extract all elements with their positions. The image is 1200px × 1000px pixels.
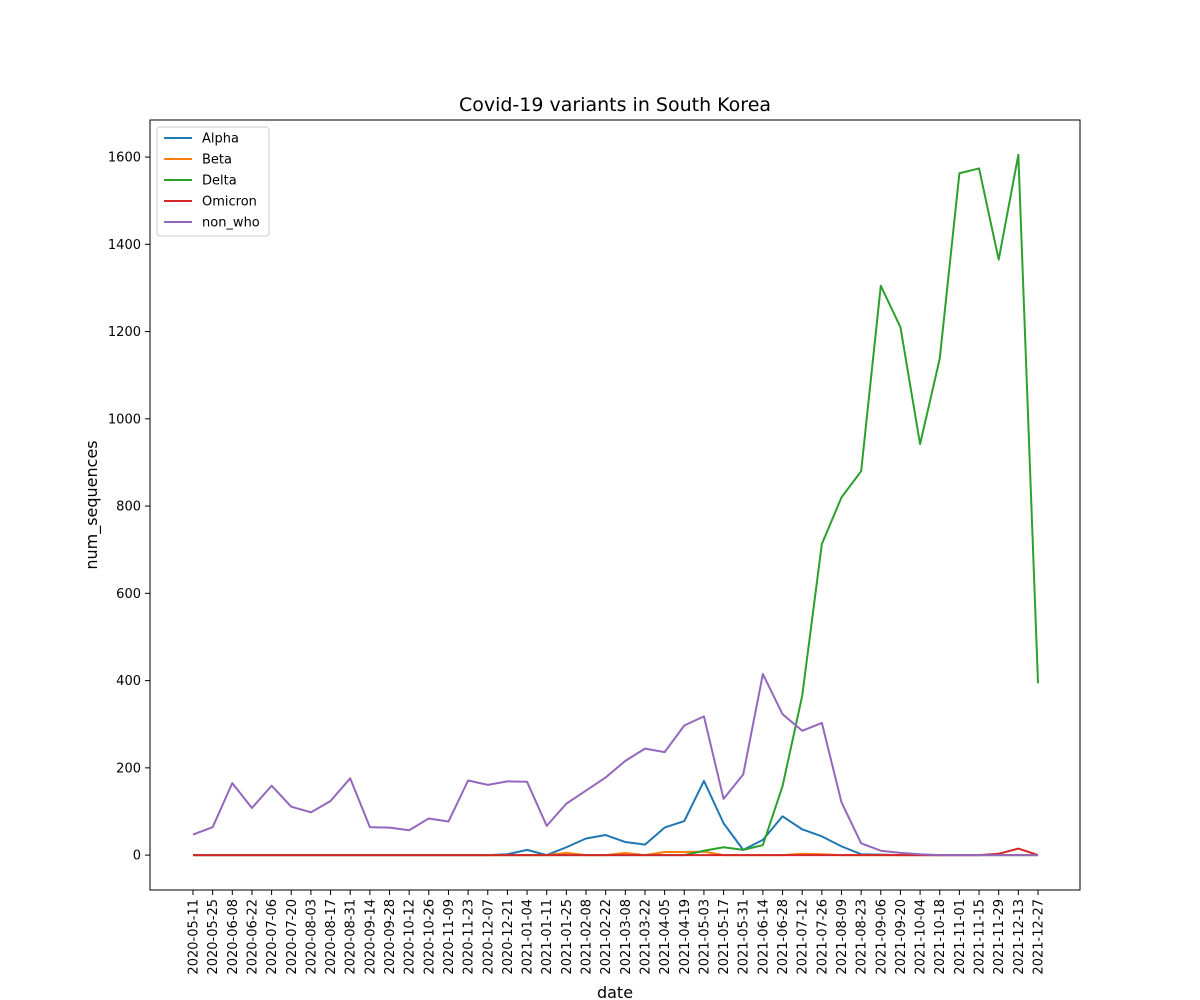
x-tick-label: 2020-05-11 <box>187 899 202 975</box>
x-tick-label: 2021-10-04 <box>914 899 929 975</box>
y-axis-label: num_sequences <box>82 440 102 569</box>
x-tick-label: 2021-12-13 <box>1012 899 1027 975</box>
x-tick-label: 2021-02-22 <box>599 899 614 975</box>
legend-item: Alpha <box>164 132 239 147</box>
legend-item: Delta <box>164 174 237 189</box>
x-tick-label: 2021-02-08 <box>580 899 595 975</box>
legend-label: Alpha <box>202 132 239 147</box>
x-tick-label: 2020-08-03 <box>304 899 319 975</box>
legend: Alpha Beta Delta Omicron non_who <box>156 126 270 237</box>
legend-box <box>156 126 270 237</box>
x-tick-label: 2021-03-22 <box>638 899 653 975</box>
x-tick-label: 2020-10-26 <box>422 899 437 975</box>
x-tick-label: 2020-11-23 <box>462 899 477 975</box>
x-tick-label: 2021-04-19 <box>678 899 693 975</box>
x-tick-label: 2021-01-11 <box>540 899 555 975</box>
y-tick-label: 1400 <box>108 238 141 253</box>
x-axis: 2020-05-11 2020-05-25 2020-06-08 2020-06-22… <box>187 890 1047 975</box>
legend-item: Beta <box>164 153 232 168</box>
legend-label: Beta <box>202 153 232 168</box>
x-tick-label: 2020-06-08 <box>226 899 241 975</box>
x-tick-label: 2021-07-12 <box>796 899 811 975</box>
x-tick-label: 2020-08-31 <box>344 899 359 975</box>
series-line <box>193 847 1039 857</box>
x-tick-label: 2020-12-21 <box>501 899 516 975</box>
x-tick-label: 2021-07-26 <box>815 899 830 975</box>
x-tick-label: 2021-11-15 <box>973 899 988 975</box>
x-tick-label: 2021-04-05 <box>658 899 673 975</box>
series-line <box>192 673 1038 857</box>
x-tick-label: 2021-09-20 <box>894 899 909 975</box>
y-tick-label: 1000 <box>108 412 141 427</box>
legend-label: Delta <box>202 174 237 189</box>
x-tick-label: 2021-11-29 <box>992 899 1007 975</box>
x-tick-label: 2020-09-28 <box>383 899 398 975</box>
y-tick-label: 1200 <box>108 325 141 340</box>
x-tick-label: 2021-06-28 <box>776 899 791 975</box>
y-tick-label: 0 <box>133 849 141 864</box>
legend-item: non_who <box>164 216 260 231</box>
legend-label: Omicron <box>202 195 257 210</box>
x-tick-label: 2021-05-31 <box>737 899 752 975</box>
series-omicron <box>192 847 1039 857</box>
plot-area <box>149 119 1081 891</box>
y-tick-label: 400 <box>116 674 141 689</box>
x-tick-label: 2020-11-09 <box>442 899 457 975</box>
series-lines <box>192 153 1039 857</box>
x-tick-label: 2021-12-27 <box>1032 899 1047 975</box>
x-tick-label: 2021-05-03 <box>697 899 712 975</box>
series-non-who <box>192 673 1039 857</box>
y-tick-label: 600 <box>116 587 141 602</box>
x-tick-label: 2021-10-18 <box>933 899 948 975</box>
x-tick-label: 2020-12-07 <box>481 899 496 975</box>
x-tick-label: 2021-03-08 <box>619 899 634 975</box>
legend-label: non_who <box>202 216 260 231</box>
x-tick-label: 2020-09-14 <box>363 899 378 975</box>
x-axis-label: date <box>597 983 633 1000</box>
chart-title: Covid-19 variants in South Korea <box>459 94 771 116</box>
x-tick-label: 2021-01-04 <box>521 899 536 975</box>
x-tick-label: 2021-05-17 <box>717 899 732 975</box>
x-tick-label: 2020-06-22 <box>245 899 260 975</box>
x-tick-label: 2020-07-20 <box>285 899 300 975</box>
y-tick-label: 1600 <box>108 151 141 166</box>
x-tick-label: 2021-11-01 <box>953 899 968 975</box>
x-tick-label: 2020-07-06 <box>265 899 280 975</box>
x-tick-label: 2021-08-09 <box>835 899 850 975</box>
x-tick-label: 2021-08-23 <box>855 899 870 975</box>
x-tick-label: 2021-06-14 <box>756 899 771 975</box>
x-tick-label: 2021-09-06 <box>874 899 889 975</box>
legend-item: Omicron <box>164 195 257 210</box>
x-tick-label: 2020-08-17 <box>324 899 339 975</box>
y-axis: 0 200 400 600 800 1000 1200 1400 1600 <box>108 151 150 864</box>
y-tick-label: 800 <box>116 500 141 515</box>
y-tick-label: 200 <box>116 761 141 776</box>
x-tick-label: 2021-01-25 <box>560 899 575 975</box>
x-tick-label: 2020-10-12 <box>403 899 418 975</box>
x-tick-label: 2020-05-25 <box>206 899 221 975</box>
